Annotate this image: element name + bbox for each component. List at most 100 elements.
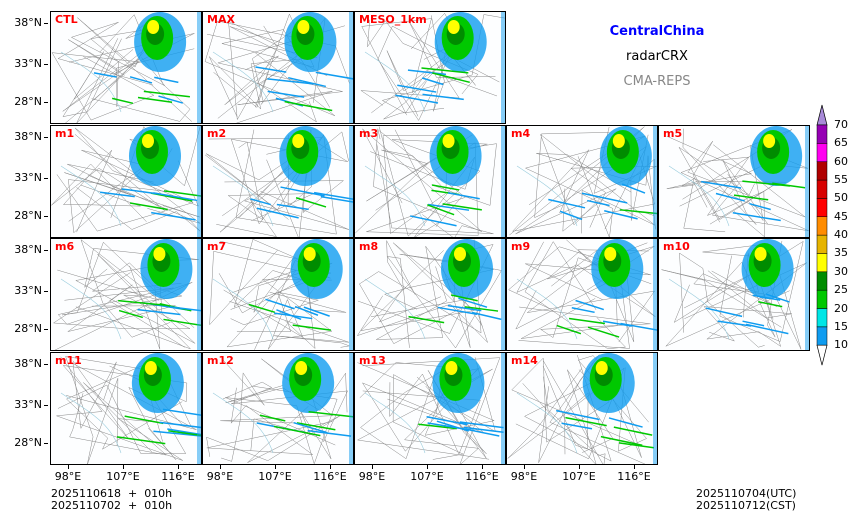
echo-band (168, 429, 201, 436)
panel-m1: m1 (50, 124, 202, 238)
boundary-line (547, 239, 655, 291)
panel-meso-1km: MESO_1km (354, 11, 506, 124)
echo-30dbz (297, 20, 310, 34)
echo-band (619, 208, 657, 214)
boundary-line (539, 133, 656, 233)
boundary-line (76, 174, 201, 231)
boundary-line (381, 14, 505, 114)
radar-map (56, 352, 201, 464)
echo-band (426, 415, 468, 425)
boundary-line (221, 358, 265, 462)
echo-30dbz (144, 360, 157, 375)
boundary-line (229, 301, 351, 348)
colorbar-under-triangle (816, 344, 828, 366)
echo-band (556, 324, 582, 335)
lon-tick: 98°E (195, 465, 245, 483)
echo-band (765, 293, 790, 303)
echo-band (745, 323, 789, 335)
boundary-line (62, 39, 140, 112)
product-title: radarCRX (626, 49, 688, 64)
boundary-line (542, 359, 606, 464)
river-line (60, 278, 122, 340)
edge-echo (805, 239, 809, 350)
colorbar-label: 55 (834, 173, 848, 187)
echo-30dbz (595, 360, 608, 375)
colorbar-bin (816, 216, 828, 236)
echo-band (397, 84, 437, 93)
echo-band (587, 199, 610, 206)
echo-band (758, 300, 783, 308)
panel-label: m13 (359, 353, 386, 367)
echo-band (121, 187, 159, 195)
echo-band (308, 410, 353, 417)
radar-map (51, 12, 201, 123)
panel-label: m11 (55, 353, 82, 367)
echo-band (274, 312, 313, 320)
boundary-line (52, 272, 191, 329)
colorbar-bin (816, 326, 828, 346)
echo-band (143, 90, 191, 98)
echo-band (621, 182, 646, 194)
panel-label: m3 (359, 126, 379, 140)
panel-m2: m2 (202, 124, 354, 238)
echo-band (437, 306, 478, 315)
boundary-line (392, 356, 496, 460)
panel-m3: m3 (354, 124, 506, 238)
echo-30dbz (292, 133, 305, 148)
colorbar-label: 65 (834, 136, 848, 150)
river-line (60, 51, 122, 113)
river-line (212, 51, 274, 113)
echo-30dbz (604, 247, 617, 261)
colorbar-label: 20 (834, 301, 848, 315)
echo-band (620, 322, 657, 331)
echo-band (733, 193, 769, 201)
boundary-line (687, 140, 806, 222)
lat-tick: 33°N (0, 57, 48, 70)
panel-m14: m14 (506, 351, 658, 465)
colorbar-label: 70 (834, 118, 848, 131)
radar-map (206, 352, 353, 464)
panel-label: CTL (55, 13, 78, 26)
radar-map (661, 239, 809, 350)
echo-band (432, 72, 470, 84)
edge-echo (501, 239, 505, 350)
echo-30dbz (147, 20, 160, 34)
lon-tick: 116°E (457, 465, 507, 483)
echo-band (293, 421, 328, 433)
radar-map (666, 125, 809, 237)
panel-m11: m11 (50, 351, 202, 465)
radar-map (507, 352, 657, 464)
radar-map (360, 12, 505, 123)
echo-band (418, 423, 457, 429)
echo-band (124, 414, 164, 424)
panel-label: m8 (359, 240, 379, 253)
boundary-line (222, 381, 349, 442)
boundary-line (362, 128, 483, 232)
echo-band (288, 76, 326, 88)
boundary-line (703, 270, 792, 342)
echo-band (129, 76, 153, 84)
lon-tick: 107°E (98, 465, 148, 483)
echo-band (463, 426, 504, 433)
boundary-line (376, 246, 483, 340)
echo-band (320, 195, 353, 203)
echo-band (705, 307, 743, 318)
lat-tick: 28°N (0, 436, 48, 449)
radar-map (51, 125, 201, 237)
colorbar-label: 45 (834, 209, 848, 223)
river-line (516, 392, 578, 453)
edge-echo (653, 352, 657, 464)
river-line (668, 165, 730, 226)
colorbar-bin (816, 179, 828, 199)
echo-band (284, 100, 333, 112)
river-line (516, 165, 578, 226)
boundary-line (378, 240, 442, 323)
echo-band (137, 308, 181, 316)
edge-echo (349, 352, 353, 464)
boundary-line (250, 369, 332, 459)
boundary-line (356, 295, 488, 343)
echo-band (571, 307, 595, 314)
echo-band (464, 306, 499, 312)
echo-band (292, 324, 331, 331)
panel-label: MESO_1km (359, 13, 427, 26)
